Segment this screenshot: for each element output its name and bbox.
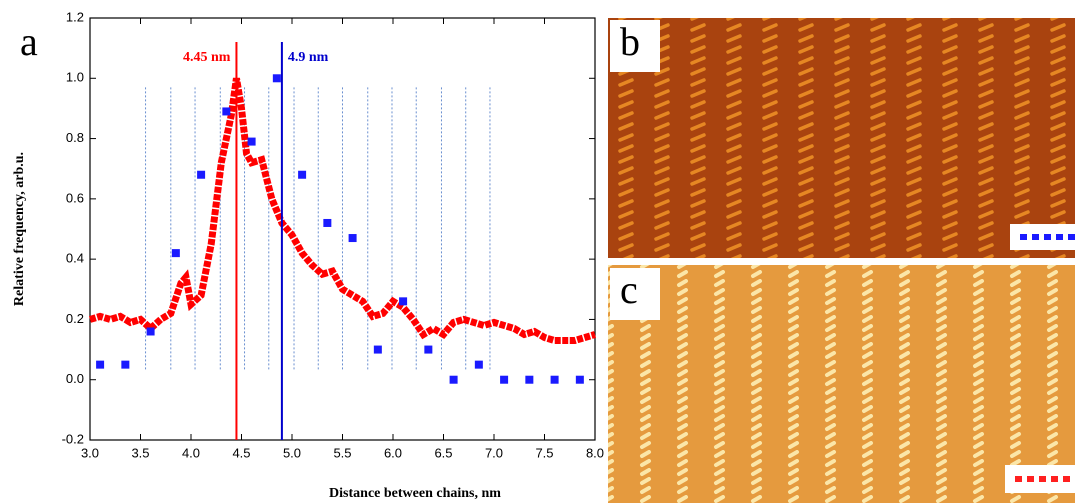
data-point bbox=[550, 375, 559, 384]
data-point bbox=[373, 345, 382, 354]
y-tick-label: -0.2 bbox=[62, 431, 84, 446]
x-tick-label: 8.0 bbox=[586, 445, 604, 460]
data-point bbox=[222, 107, 231, 116]
image-c bbox=[608, 265, 1075, 503]
data-point bbox=[399, 297, 408, 306]
data-point bbox=[348, 234, 357, 243]
x-axis-label: Distance between chains, nm bbox=[329, 486, 501, 501]
data-point bbox=[96, 360, 105, 369]
image-b bbox=[608, 18, 1075, 258]
data-point bbox=[449, 375, 458, 384]
x-tick-label: 6.5 bbox=[434, 445, 452, 460]
data-point bbox=[121, 360, 130, 369]
data-point bbox=[197, 170, 206, 179]
y-tick-label: 0.6 bbox=[66, 190, 84, 205]
label-box bbox=[610, 20, 660, 72]
data-point bbox=[525, 375, 534, 384]
data-point bbox=[424, 345, 433, 354]
x-tick-label: 3.0 bbox=[81, 445, 99, 460]
data-point bbox=[171, 249, 180, 258]
x-tick-label: 5.5 bbox=[333, 445, 351, 460]
y-tick-label: 0.8 bbox=[66, 130, 84, 145]
label-box bbox=[610, 268, 660, 320]
marker-label: 4.45 nm bbox=[183, 50, 231, 65]
x-tick-label: 7.0 bbox=[485, 445, 503, 460]
x-tick-label: 4.5 bbox=[232, 445, 250, 460]
data-point bbox=[247, 137, 256, 146]
x-tick-label: 5.0 bbox=[283, 445, 301, 460]
panel-label: c bbox=[620, 267, 638, 312]
data-point bbox=[575, 375, 584, 384]
panel-label: a bbox=[20, 19, 38, 64]
data-line bbox=[88, 77, 597, 345]
panel-label: b bbox=[620, 19, 640, 64]
y-axis-label: Relative frequency, arb.u. bbox=[12, 152, 27, 306]
x-tick-label: 3.5 bbox=[131, 445, 149, 460]
data-point bbox=[272, 74, 281, 83]
scale-box bbox=[1010, 224, 1075, 250]
data-point bbox=[500, 375, 509, 384]
y-tick-label: 1.0 bbox=[66, 70, 84, 85]
y-tick-label: 0.4 bbox=[66, 251, 84, 266]
data-point bbox=[323, 218, 332, 227]
x-tick-label: 7.5 bbox=[535, 445, 553, 460]
x-tick-label: 4.0 bbox=[182, 445, 200, 460]
image-shade bbox=[608, 18, 1075, 258]
data-point bbox=[146, 327, 155, 336]
x-tick-label: 6.0 bbox=[384, 445, 402, 460]
y-tick-label: 1.2 bbox=[66, 9, 84, 24]
marker-label: 4.9 nm bbox=[288, 50, 329, 65]
data-point bbox=[474, 360, 483, 369]
data-point bbox=[298, 170, 307, 179]
y-tick-label: 0.0 bbox=[66, 371, 84, 386]
y-tick-label: 0.2 bbox=[66, 311, 84, 326]
